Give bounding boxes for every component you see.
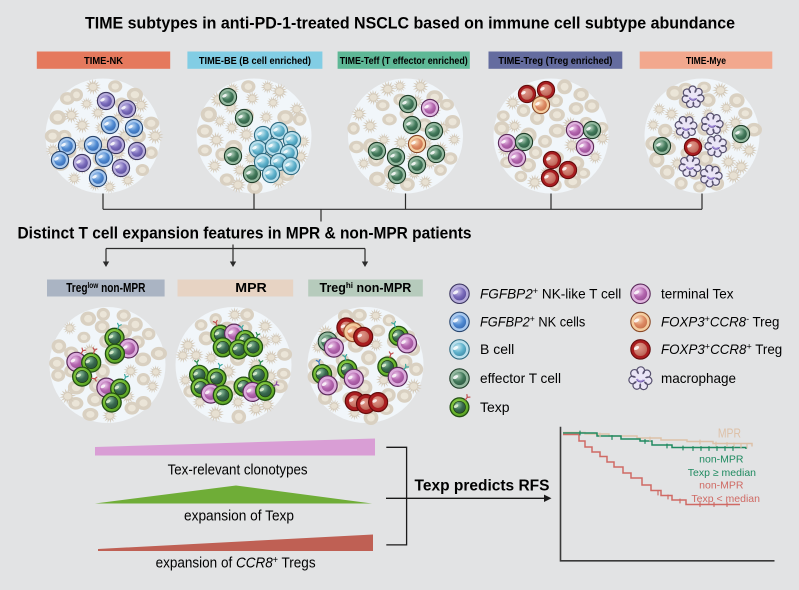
svg-text:MPR: MPR	[718, 427, 741, 441]
svg-text:TIME subtypes in anti-PD-1-tre: TIME subtypes in anti-PD-1-treated NSCLC…	[85, 14, 735, 33]
svg-text:FOXP3+CCR8+ Treg: FOXP3+CCR8+ Treg	[661, 341, 782, 357]
svg-text:Treglow non-MPR: Treglow non-MPR	[66, 281, 145, 295]
svg-text:non-MPR: non-MPR	[699, 454, 744, 466]
svg-text:expansion of CCR8+ Tregs: expansion of CCR8+ Tregs	[156, 555, 316, 572]
svg-text:FGFBP2+ NK cells: FGFBP2+ NK cells	[480, 313, 585, 329]
svg-text:TIME-Treg (Treg enriched): TIME-Treg (Treg enriched)	[498, 56, 612, 67]
svg-text:Distinct T cell expansion feat: Distinct T cell expansion features in MP…	[18, 225, 472, 243]
svg-text:TIME-Mye: TIME-Mye	[686, 56, 726, 67]
svg-text:Tex-relevant clonotypes: Tex-relevant clonotypes	[168, 462, 308, 479]
svg-text:Treghi non-MPR: Treghi non-MPR	[320, 281, 412, 295]
svg-text:FGFBP2+ NK-like T cell: FGFBP2+ NK-like T cell	[480, 285, 621, 301]
svg-text:Texp: Texp	[480, 399, 510, 415]
svg-text:TIME-BE (B cell enriched): TIME-BE (B cell enriched)	[199, 56, 311, 67]
svg-text:macrophage: macrophage	[661, 370, 736, 386]
svg-text:TIME-Teff (T effector enriched: TIME-Teff (T effector enriched)	[340, 56, 468, 67]
svg-text:terminal Tex: terminal Tex	[661, 285, 734, 301]
svg-text:effector T cell: effector T cell	[480, 370, 561, 386]
svg-text:Texp ≥ median: Texp ≥ median	[688, 467, 756, 479]
svg-text:expansion of Texp: expansion of Texp	[184, 508, 294, 525]
svg-text:FOXP3+CCR8- Treg: FOXP3+CCR8- Treg	[661, 313, 779, 329]
svg-text:TIME-NK: TIME-NK	[84, 56, 124, 67]
svg-text:non-MPR: non-MPR	[699, 480, 744, 492]
svg-text:B cell: B cell	[480, 341, 514, 357]
svg-text:Texp < median: Texp < median	[691, 493, 760, 505]
svg-text:Texp predicts RFS: Texp predicts RFS	[415, 478, 550, 495]
svg-text:MPR: MPR	[235, 281, 267, 295]
